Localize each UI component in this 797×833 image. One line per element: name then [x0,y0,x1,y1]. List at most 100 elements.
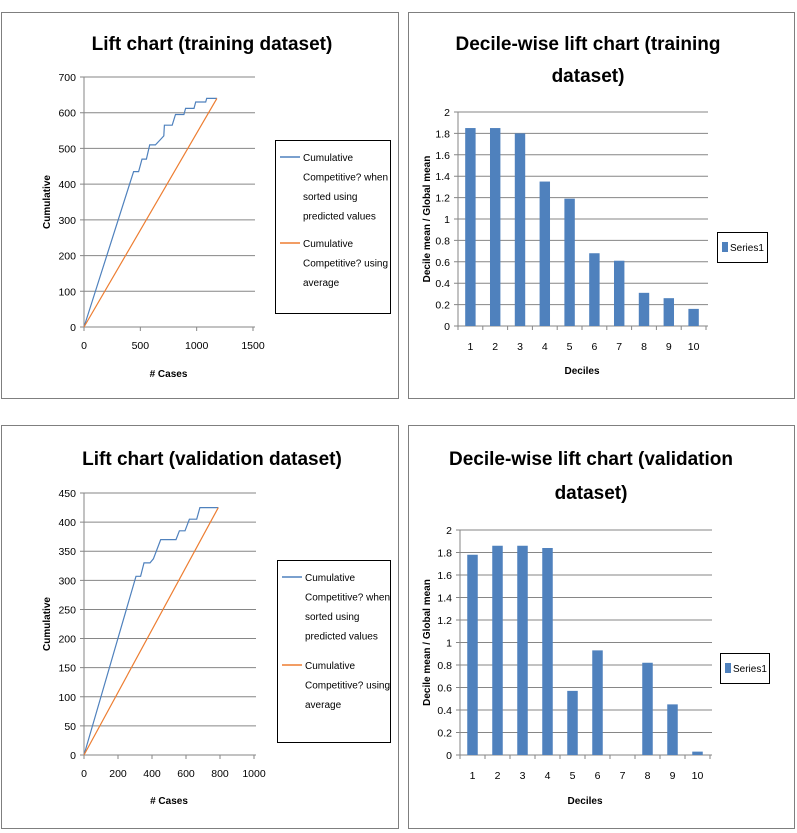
bar-decile-5 [564,198,575,326]
bar-decile-6 [592,650,603,755]
x-tick-label: 200 [109,768,127,780]
y-tick-label: 1.6 [437,570,452,582]
chart-title: Lift chart (training dataset) [92,34,333,55]
legend-label: average [303,278,340,289]
x-tick-label: 5 [570,770,576,782]
y-tick-label: 250 [58,604,76,616]
y-tick-label: 1.4 [435,171,450,183]
y-tick-label: 0 [70,322,76,334]
legend-label: Competitive? when [305,593,390,604]
bar-decile-8 [642,662,653,755]
bar-decile-2 [492,545,503,755]
x-tick-label: 7 [620,770,626,782]
y-tick-label: 400 [58,517,76,529]
legend-label: Cumulative [303,239,353,250]
panel-frame-training-decile [408,12,795,399]
y-tick-label: 0.4 [437,705,452,717]
y-tick-label: 0.6 [435,257,450,269]
y-tick-label: 0.8 [437,660,452,672]
x-tick-label: 8 [645,770,651,782]
y-tick-label: 0.2 [435,300,450,312]
y-tick-label: 150 [58,663,76,675]
chart-title: Decile-wise lift chart (validation [449,449,733,470]
x-tick-label: 3 [520,770,526,782]
x-tick-label: 1500 [241,340,265,352]
legend-label: Competitive? using [305,681,390,692]
legend-label: Competitive? using [303,259,388,270]
x-tick-label: 1 [470,770,476,782]
x-tick-label: 400 [143,768,161,780]
x-tick-label: 6 [595,770,601,782]
y-tick-label: 0.8 [435,235,450,247]
y-tick-label: 50 [64,721,76,733]
y-tick-label: 350 [58,546,76,558]
legend-label: sorted using [305,612,359,623]
y-tick-label: 0 [444,321,450,333]
x-tick-label: 10 [688,341,700,353]
x-tick-label: 2 [492,341,498,353]
chart-title: Decile-wise lift chart (training [456,34,721,55]
chart-title: dataset) [552,66,625,87]
bar-decile-5 [567,690,578,755]
series-line-predicted [83,507,219,756]
legend-swatch [725,663,731,673]
x-tick-label: 8 [641,341,647,353]
x-axis-label: Deciles [567,796,602,807]
bar-decile-4 [539,181,551,326]
x-tick-label: 7 [616,341,622,353]
y-tick-label: 300 [58,575,76,587]
x-tick-label: 500 [132,340,150,352]
bar-decile-10 [688,308,699,326]
legend-label: predicted values [303,212,376,223]
panel-frame-validation-decile [408,425,795,829]
y-tick-label: 1.8 [437,548,452,560]
y-tick-label: 400 [58,179,76,191]
y-tick-label: 1.4 [437,593,452,605]
legend-label: Cumulative [305,661,355,672]
bar-decile-2 [489,128,501,326]
y-tick-label: 0.6 [437,683,452,695]
x-tick-label: 0 [81,340,87,352]
legend-label: average [305,700,342,711]
y-tick-label: 300 [58,215,76,227]
legend-box [275,140,391,314]
bar-decile-4 [542,548,553,755]
panel-frame-training-lift [1,12,399,399]
x-tick-label: 9 [670,770,676,782]
y-tick-label: 600 [58,108,76,120]
legend-box [277,560,391,743]
y-axis-label: Decile mean / Global mean [422,579,433,706]
y-axis-label: Cumulative [42,597,53,651]
chart-title: Lift chart (validation dataset) [82,449,342,470]
legend-label: Cumulative [303,153,353,164]
legend-label: Competitive? when [303,173,388,184]
x-tick-label: 600 [177,768,195,780]
x-axis-label: Deciles [564,366,599,377]
bar-decile-7 [613,260,625,326]
x-tick-label: 4 [545,770,551,782]
x-tick-label: 1000 [185,340,209,352]
bar-decile-6 [589,253,600,326]
legend-label: predicted values [305,632,378,643]
y-tick-label: 1.2 [435,193,450,205]
y-axis-label: Cumulative [42,175,53,229]
y-tick-label: 2 [446,525,452,537]
legend-label: Series1 [733,664,767,675]
y-tick-label: 1.2 [437,615,452,627]
legend-label: Series1 [730,243,764,254]
y-tick-label: 0.4 [435,278,450,290]
x-axis-label: # Cases [150,369,188,380]
x-tick-label: 2 [495,770,501,782]
bar-decile-1 [467,554,478,755]
y-tick-label: 2 [444,107,450,119]
series-line-average [83,507,219,756]
x-tick-label: 5 [567,341,573,353]
x-tick-label: 1000 [242,768,266,780]
series-line-average [83,98,218,328]
legend-label: sorted using [303,192,357,203]
bar-decile-8 [638,292,650,326]
legend-label: Cumulative [305,573,355,584]
x-tick-label: 800 [211,768,229,780]
y-tick-label: 0.2 [437,728,452,740]
